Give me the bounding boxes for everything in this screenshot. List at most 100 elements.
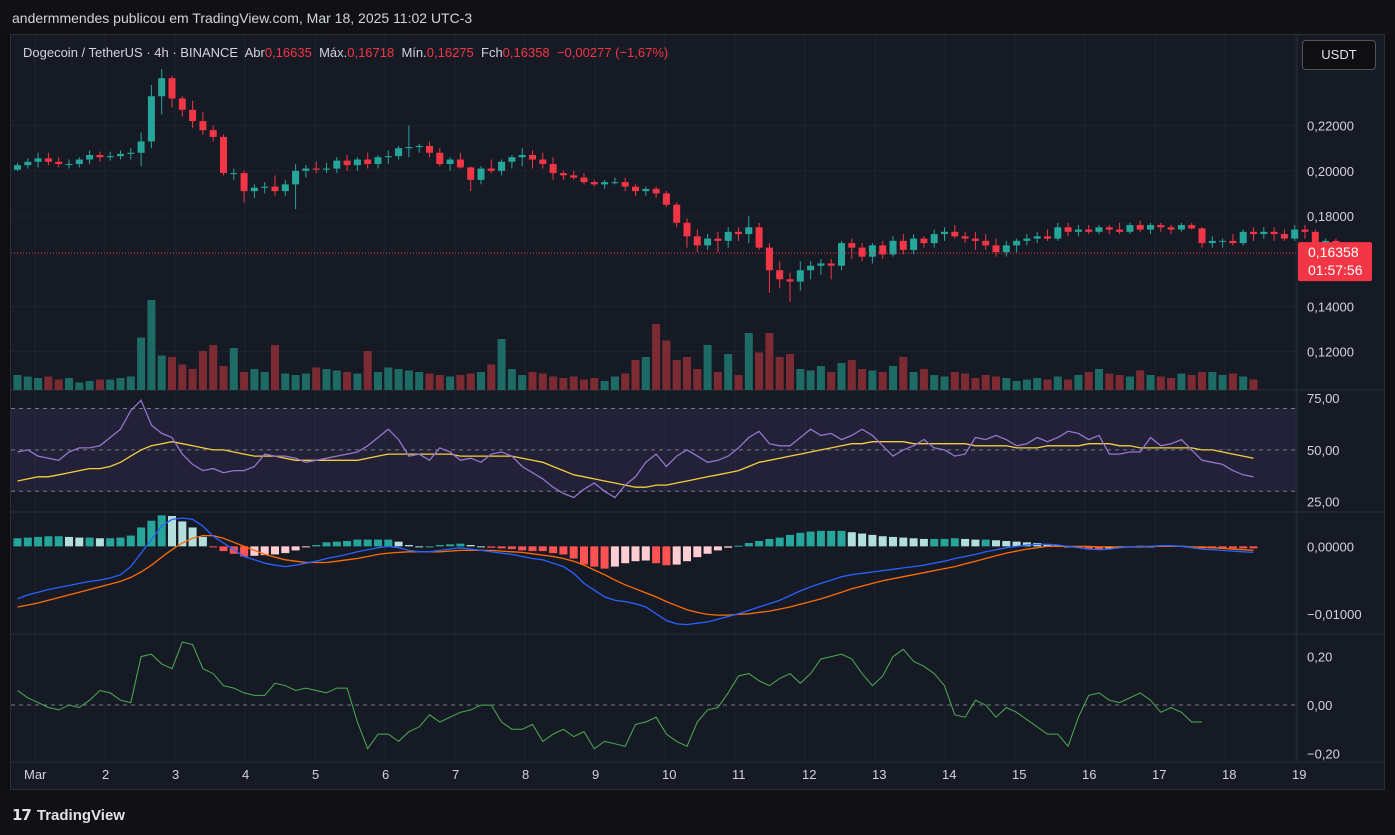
volume-bar: [1208, 372, 1217, 390]
volume-bar: [384, 367, 393, 390]
close-label: Fch: [481, 45, 503, 60]
macd-histogram-bar: [775, 537, 784, 547]
volume-bar: [950, 372, 959, 390]
volume-bar: [301, 373, 310, 390]
candle-body: [1280, 234, 1288, 239]
volume-bar: [1198, 372, 1206, 390]
candle-body: [951, 231, 959, 237]
candle-body: [745, 227, 753, 235]
macd-histogram-bar: [961, 538, 970, 547]
candle-body: [920, 238, 928, 244]
candle-body: [1064, 227, 1072, 232]
volume-bar: [600, 381, 609, 390]
last-price-tag: 0,16358 01:57:56: [1298, 242, 1372, 282]
volume-bar: [322, 369, 331, 390]
osc-tick-label: 0,00: [1307, 698, 1332, 713]
macd-histogram-bar: [281, 546, 290, 554]
macd-histogram-bar: [930, 538, 939, 547]
candle-body: [24, 161, 32, 166]
candle-body: [1219, 240, 1227, 242]
macd-histogram-bar: [343, 540, 352, 547]
candle-body: [807, 265, 815, 271]
macd-line: [17, 517, 1254, 626]
chart-frame[interactable]: [10, 34, 1385, 790]
volume-bar: [507, 369, 516, 390]
macd-histogram-bar: [404, 545, 413, 547]
candle-body: [776, 270, 784, 280]
volume-bar: [106, 379, 115, 390]
volume-bar: [363, 351, 372, 390]
volume-bar: [930, 375, 939, 390]
macd-histogram-bar: [631, 546, 640, 562]
volume-bar: [734, 375, 743, 390]
volume-bar: [981, 375, 990, 390]
volume-bar: [786, 354, 794, 390]
volume-bar: [713, 372, 722, 390]
time-tick-label: 17: [1152, 767, 1166, 782]
volume-bar: [899, 357, 908, 390]
candle-body: [34, 158, 42, 162]
candle-body: [786, 279, 794, 282]
macd-histogram-bar: [291, 546, 300, 551]
macd-histogram-bar: [538, 546, 547, 552]
volume-bar: [610, 376, 619, 390]
volume-bar: [1084, 372, 1093, 390]
macd-histogram-bar: [889, 536, 897, 547]
macd-histogram-bar: [806, 531, 815, 547]
volume-bar: [219, 366, 228, 390]
candle-body: [1198, 228, 1206, 244]
macd-histogram-bar: [126, 535, 135, 547]
volume-bar: [1249, 379, 1258, 390]
macd-histogram-bar: [301, 546, 310, 548]
candle-body: [735, 231, 742, 235]
time-tick-label: 11: [732, 767, 746, 782]
candle-body: [683, 222, 691, 237]
candle-body: [456, 159, 464, 168]
candle-body: [1229, 240, 1237, 244]
candle-body: [405, 147, 413, 149]
candle-body: [982, 240, 990, 246]
currency-button[interactable]: USDT: [1302, 40, 1376, 70]
macd-histogram-bar: [549, 546, 558, 554]
macd-histogram-bar: [260, 546, 269, 556]
time-tick-label: 18: [1222, 767, 1236, 782]
volume-bar: [1239, 376, 1248, 390]
candle-body: [147, 96, 155, 142]
candle-body: [1250, 231, 1257, 235]
candle-body: [765, 247, 773, 271]
volume-bar: [806, 370, 815, 390]
volume-bar: [652, 324, 661, 390]
time-tick-label: 7: [452, 767, 459, 782]
candle-body: [333, 160, 341, 169]
volume-bar: [178, 364, 187, 390]
candle-body: [796, 270, 804, 282]
volume-bar: [971, 378, 980, 390]
candle-body: [1167, 227, 1175, 230]
volume-bar: [240, 372, 249, 390]
volume-bar: [137, 337, 146, 390]
volume-bar: [229, 348, 238, 390]
candle-body: [662, 193, 670, 205]
volume-bar: [847, 360, 856, 390]
volume-bar: [415, 372, 424, 390]
macd-histogram-bar: [786, 534, 794, 547]
volume-bar: [168, 357, 176, 390]
candle-body: [199, 121, 207, 131]
macd-histogram-bar: [332, 541, 341, 547]
candle-body: [1074, 229, 1082, 232]
macd-histogram-bar: [456, 543, 465, 547]
macd-histogram-bar: [466, 545, 475, 547]
macd-histogram-bar: [209, 546, 218, 548]
candle-body: [44, 158, 52, 162]
macd-histogram-bar: [847, 532, 856, 547]
candle-body: [1311, 231, 1319, 244]
macd-histogram-bar: [65, 536, 73, 547]
macd-histogram-bar: [446, 544, 455, 547]
tradingview-logo[interactable]: 17 TradingView: [12, 806, 125, 824]
candle-body: [673, 204, 681, 223]
macd-histogram-bar: [1022, 542, 1031, 547]
candle-body: [910, 238, 918, 250]
macd-histogram-bar: [374, 539, 382, 547]
volume-bar: [909, 372, 918, 390]
